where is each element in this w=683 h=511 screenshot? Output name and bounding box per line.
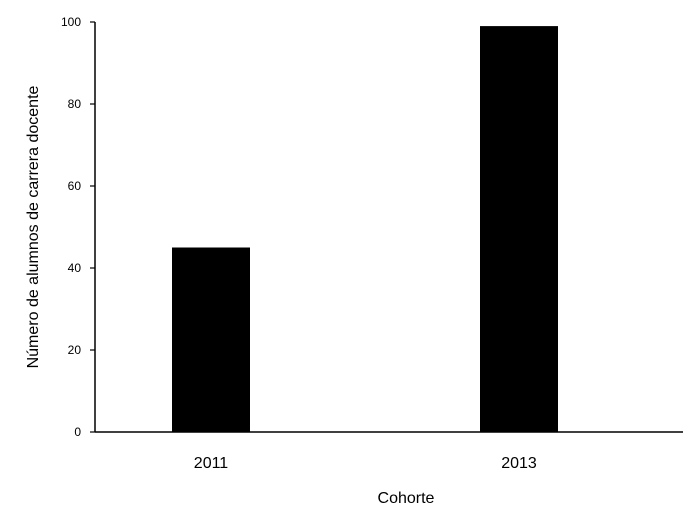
y-tick-label: 60 [68,179,82,193]
x-tick-label: 2013 [501,455,537,472]
y-tick-label: 20 [68,343,82,357]
bar-2013 [480,26,558,432]
x-axis: 2011 2013 [95,431,683,472]
x-tick-label: 2011 [194,455,229,472]
y-tick-label: 40 [68,261,82,275]
y-tick-label: 0 [74,425,81,439]
x-axis-title: Cohorte [378,490,435,507]
y-axis-title: Número de alumnos de carrera docente [25,85,42,368]
y-tick-label: 100 [61,15,81,29]
y-axis: 0 20 40 60 80 100 [61,15,96,439]
bar-2011 [172,247,250,432]
bars-group [172,26,558,432]
y-tick-label: 80 [68,97,82,111]
